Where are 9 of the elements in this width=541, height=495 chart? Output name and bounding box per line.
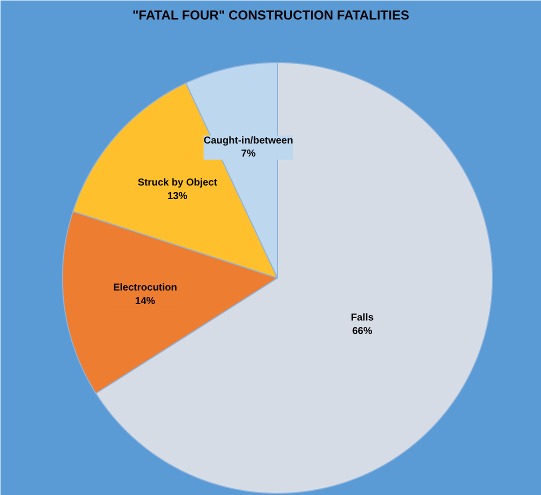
data-label: 14% <box>135 296 156 307</box>
slice-label: Falls <box>350 312 374 324</box>
data-label: 66% <box>352 326 372 337</box>
slice-label: Struck by Object <box>138 178 218 189</box>
slice-label: Electrocution <box>113 282 178 294</box>
data-label: 7% <box>241 148 256 160</box>
slice-label: Caught-in/between <box>204 136 294 147</box>
data-label: 13% <box>167 190 188 202</box>
chart-title: "FATAL FOUR" CONSTRUCTION FATALITIES <box>132 8 410 22</box>
